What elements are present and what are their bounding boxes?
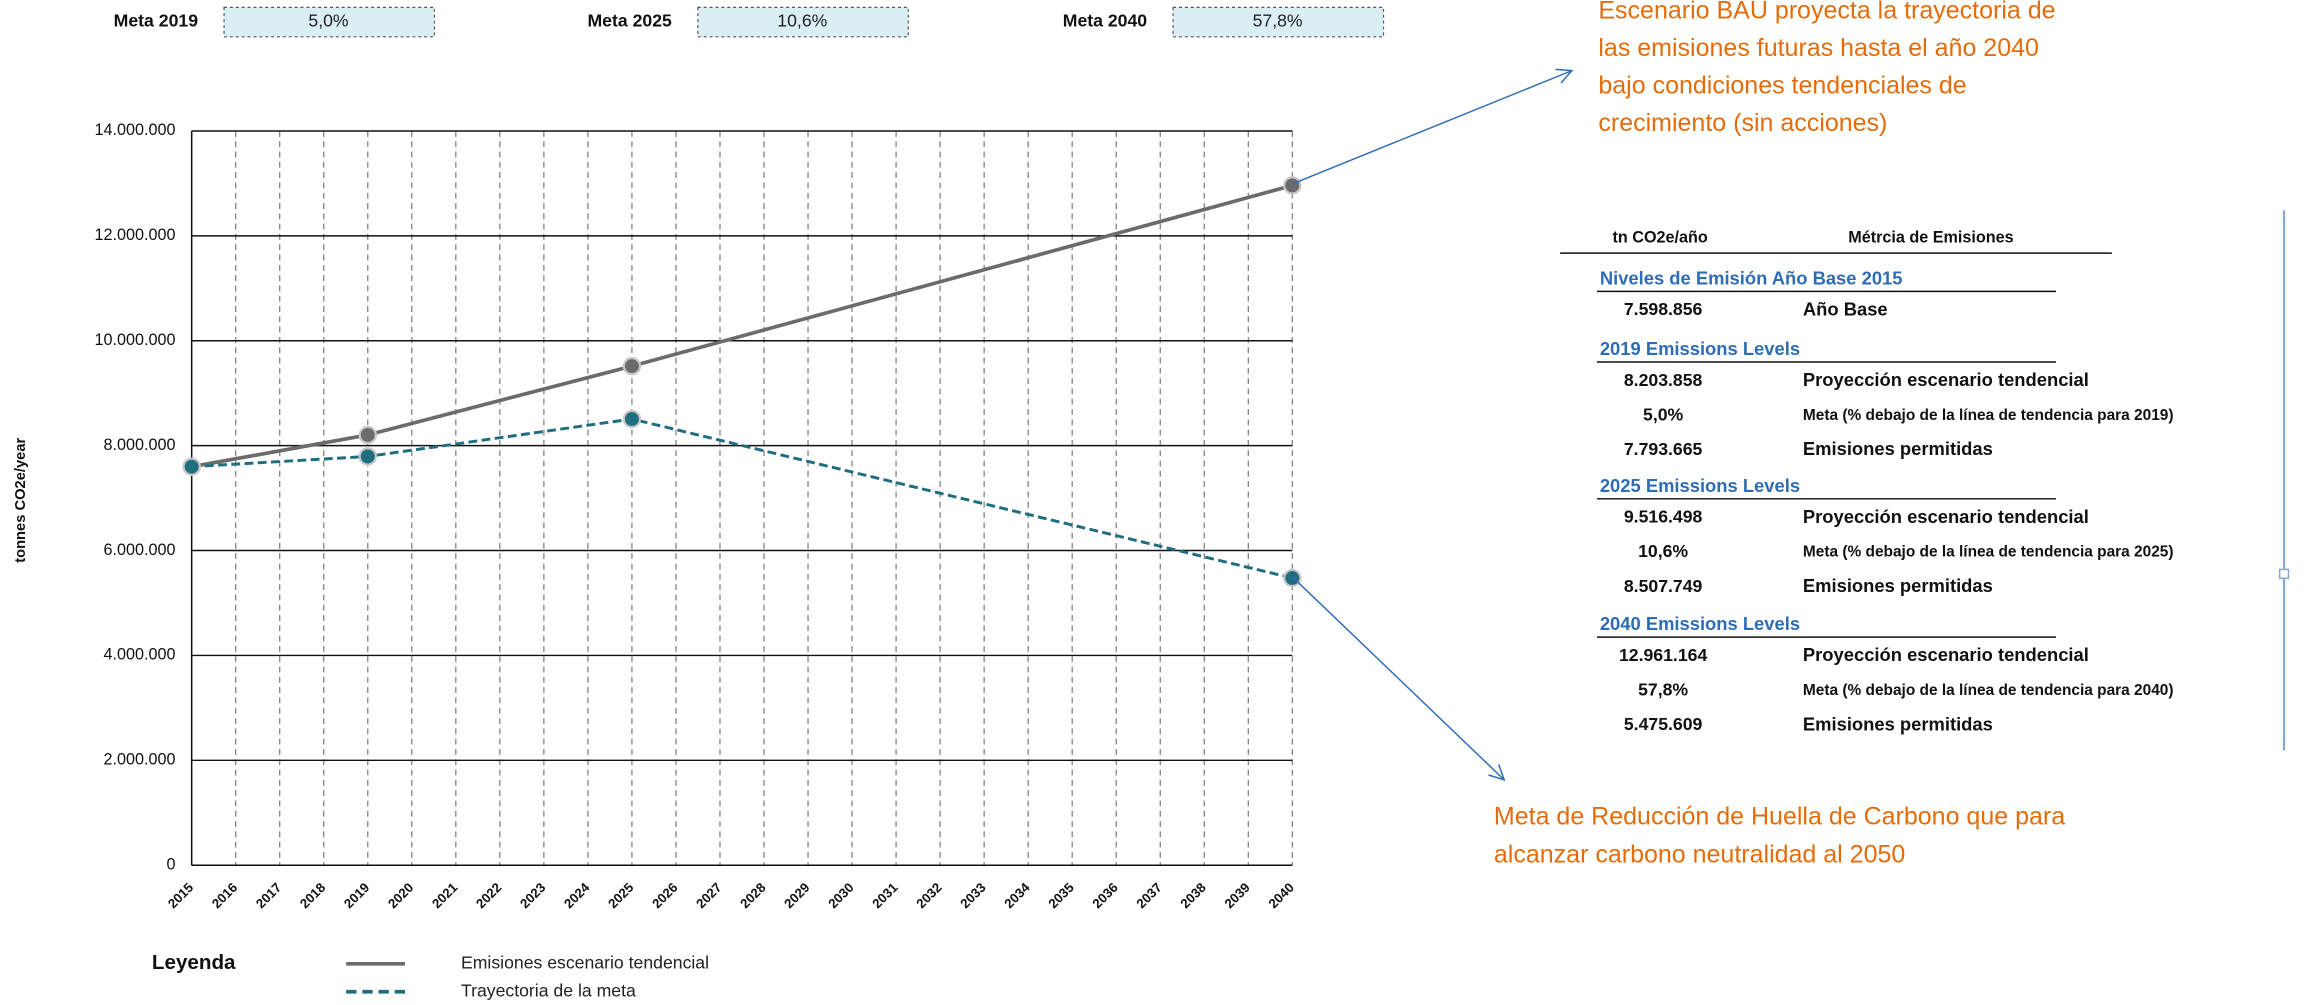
y-tick-label: 2.000.000 bbox=[104, 751, 176, 769]
table-value: 7.793.665 bbox=[1624, 439, 1703, 459]
arrow bbox=[1292, 71, 1572, 185]
table-value: 5,0% bbox=[1643, 404, 1684, 424]
table-label: Proyección escenario tendencial bbox=[1803, 644, 2089, 665]
legend-label: Emisiones escenario tendencial bbox=[461, 952, 709, 972]
x-tick-label: 2019 bbox=[341, 880, 372, 911]
y-tick-label: 0 bbox=[166, 855, 175, 873]
point bbox=[622, 409, 642, 429]
point bbox=[358, 425, 377, 445]
x-tick-label: 2023 bbox=[517, 880, 548, 911]
section-title: 2040 Emissions Levels bbox=[1600, 613, 1800, 634]
meta-label: Meta 2019 bbox=[114, 11, 199, 31]
meta-value: 57,8% bbox=[1253, 11, 1303, 31]
x-tick-label: 2035 bbox=[1045, 880, 1076, 911]
x-tick-label: 2033 bbox=[957, 880, 988, 911]
section-title: 2019 Emissions Levels bbox=[1600, 338, 1800, 359]
annotation-text: Escenario BAU proyecta la trayectoria de bbox=[1598, 0, 2055, 24]
table-value: 57,8% bbox=[1638, 680, 1688, 700]
y-tick-label: 10.000.000 bbox=[95, 331, 176, 349]
series-line bbox=[191, 183, 1293, 469]
table-value: 9.516.498 bbox=[1624, 507, 1703, 527]
y-tick-label: 6.000.000 bbox=[104, 541, 176, 559]
x-tick-label: 2026 bbox=[649, 880, 680, 911]
table-value: 5.475.609 bbox=[1624, 714, 1703, 734]
table-label: Emisiones permitidas bbox=[1803, 438, 1993, 459]
arrow bbox=[1291, 576, 1504, 780]
x-tick-label: 2017 bbox=[253, 880, 284, 911]
section-title: Niveles de Emisión Año Base 2015 bbox=[1600, 267, 1903, 288]
y-tick-label: 8.000.000 bbox=[104, 436, 176, 454]
section-title: 2025 Emissions Levels bbox=[1600, 475, 1800, 496]
x-tick-label: 2039 bbox=[1221, 880, 1252, 911]
point bbox=[182, 457, 201, 476]
x-tick-label: 2038 bbox=[1177, 880, 1208, 911]
table-label: Meta (% debajo de la línea de tendencia … bbox=[1803, 682, 2174, 699]
x-tick-label: 2034 bbox=[1001, 879, 1033, 911]
meta-box bbox=[1172, 6, 1385, 38]
table-value: 12.961.164 bbox=[1619, 645, 1707, 665]
x-tick-label: 2032 bbox=[913, 880, 944, 911]
table-label: Proyección escenario tendencial bbox=[1803, 506, 2089, 527]
x-tick-label: 2030 bbox=[825, 880, 856, 911]
resize-handle bbox=[2278, 568, 2290, 580]
series-line bbox=[191, 417, 1293, 580]
table-label: Meta (% debajo de la línea de tendencia … bbox=[1803, 407, 2174, 424]
point bbox=[358, 447, 377, 466]
x-tick-label: 2018 bbox=[297, 880, 328, 911]
x-tick-label: 2031 bbox=[869, 880, 900, 911]
legend-title: Leyenda bbox=[152, 951, 236, 974]
x-tick-label: 2022 bbox=[473, 880, 504, 911]
x-tick-label: 2027 bbox=[693, 880, 724, 911]
x-tick-label: 2036 bbox=[1089, 880, 1120, 911]
x-tick-label: 2015 bbox=[165, 880, 196, 911]
y-tick-label: 14.000.000 bbox=[95, 121, 176, 139]
point bbox=[622, 356, 642, 376]
table-label: Emisiones permitidas bbox=[1803, 713, 1993, 734]
point bbox=[1283, 176, 1302, 195]
table-header: Métrcia de Emisiones bbox=[1848, 229, 2013, 247]
point bbox=[1283, 568, 1302, 588]
meta-value: 10,6% bbox=[777, 11, 827, 31]
table-header: tn CO2e/año bbox=[1613, 229, 1708, 247]
meta-label: Meta 2025 bbox=[587, 11, 672, 31]
y-axis-label: tonnes CO2e/year bbox=[13, 438, 29, 563]
table-value: 8.507.749 bbox=[1624, 576, 1703, 596]
table-value: 7.598.856 bbox=[1624, 299, 1703, 319]
x-tick-label: 2028 bbox=[737, 880, 768, 911]
annotation-text: las emisiones futuras hasta el año 2040 bbox=[1598, 34, 2039, 62]
meta-value: 5,0% bbox=[308, 11, 349, 31]
y-tick-label: 12.000.000 bbox=[95, 226, 176, 244]
x-tick-label: 2037 bbox=[1133, 880, 1164, 911]
meta-box bbox=[223, 6, 436, 38]
annotation-text: Meta de Reducción de Huella de Carbono q… bbox=[1494, 803, 2065, 831]
meta-label: Meta 2040 bbox=[1063, 11, 1148, 31]
x-tick-label: 2024 bbox=[561, 879, 593, 911]
table-value: 8.203.858 bbox=[1624, 370, 1703, 390]
table-label: Año Base bbox=[1803, 298, 1888, 319]
table-label: Proyección escenario tendencial bbox=[1803, 369, 2089, 390]
x-tick-label: 2020 bbox=[385, 880, 416, 911]
x-tick-label: 2025 bbox=[605, 880, 636, 911]
x-tick-label: 2016 bbox=[209, 880, 240, 911]
annotation-text: alcanzar carbono neutralidad al 2050 bbox=[1494, 840, 1905, 868]
meta-box bbox=[697, 6, 909, 38]
table-label: Meta (% debajo de la línea de tendencia … bbox=[1803, 544, 2174, 561]
table-label: Emisiones permitidas bbox=[1803, 575, 1993, 596]
y-tick-label: 4.000.000 bbox=[104, 646, 176, 664]
annotation-text: crecimiento (sin acciones) bbox=[1598, 109, 1887, 137]
table-value: 10,6% bbox=[1638, 541, 1688, 561]
x-tick-label: 2021 bbox=[429, 880, 460, 911]
legend-label: Trayectoria de la meta bbox=[461, 980, 636, 1000]
x-tick-label: 2029 bbox=[781, 880, 812, 911]
annotation-text: bajo condiciones tendenciales de bbox=[1598, 71, 1966, 99]
x-tick-label: 2040 bbox=[1265, 880, 1296, 911]
